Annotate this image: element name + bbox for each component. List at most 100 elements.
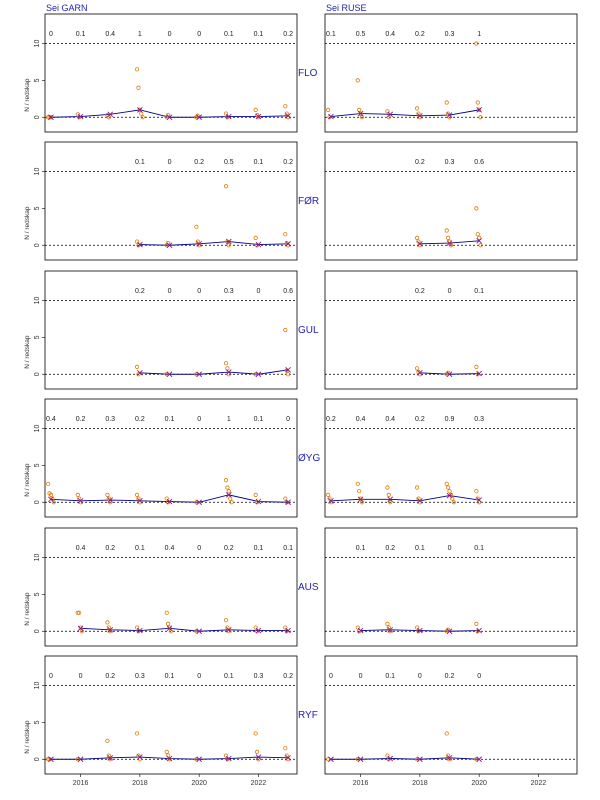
data-point <box>414 757 420 762</box>
mean-marker <box>476 756 482 763</box>
mean-label: 0 <box>477 673 481 680</box>
data-point <box>75 610 80 615</box>
mean-label: 0.3 <box>445 159 455 166</box>
data-point <box>385 485 390 490</box>
mean-label: 0.1 <box>224 31 234 38</box>
panel-frame <box>44 141 298 261</box>
mean-marker <box>255 498 262 505</box>
mean-marker <box>357 756 364 763</box>
mean-label: 0.2 <box>415 159 425 166</box>
mean-marker <box>387 755 394 762</box>
data-point <box>225 625 230 630</box>
mean-label: 0 <box>197 545 201 552</box>
mean-label: 0.1 <box>385 673 395 680</box>
mean-marker <box>196 499 202 506</box>
mean-label: 0.1 <box>474 545 484 552</box>
data-point <box>106 625 111 630</box>
data-point <box>253 731 258 736</box>
data-point <box>166 621 171 626</box>
x-tick-label: 2022 <box>531 780 547 787</box>
y-tick-label: 0 <box>34 757 41 761</box>
data-point <box>474 206 479 211</box>
data-point <box>475 100 480 105</box>
data-point <box>416 111 421 116</box>
data-point <box>446 111 451 116</box>
region-label: GUL <box>298 325 319 336</box>
mean-marker <box>225 755 232 762</box>
data-point <box>355 757 360 762</box>
region-label: AUS <box>298 582 319 593</box>
mean-marker <box>285 754 291 761</box>
mean-marker <box>166 242 173 249</box>
data-point <box>105 738 110 743</box>
y-tick-label: 5 <box>34 78 41 82</box>
data-point <box>477 107 482 112</box>
mean-marker <box>77 497 84 504</box>
y-tick-label: 10 <box>34 682 41 690</box>
mean-label: 0.1 <box>165 673 175 680</box>
mean-marker <box>387 626 394 633</box>
mean-marker <box>357 110 364 117</box>
mean-marker <box>255 754 262 760</box>
mean-marker <box>225 113 232 120</box>
mean-label: 0 <box>168 159 172 166</box>
mean-marker <box>196 114 202 121</box>
data-point <box>51 500 56 505</box>
data-point <box>414 625 420 630</box>
data-point <box>358 111 363 116</box>
mean-marker <box>357 496 364 503</box>
mean-label: 0.1 <box>326 31 336 38</box>
mean-label: 0.1 <box>135 545 145 552</box>
panel-frame <box>324 398 578 518</box>
data-point <box>223 618 229 623</box>
data-point <box>444 100 449 105</box>
mean-label: 0.2 <box>385 545 395 552</box>
panel-frame <box>324 270 578 390</box>
mean-label: 0.1 <box>474 288 484 295</box>
mean-label: 0.4 <box>165 545 175 552</box>
data-point <box>164 372 169 377</box>
mean-marker <box>137 497 143 504</box>
data-point <box>478 115 483 120</box>
data-point <box>48 115 54 120</box>
y-tick-label: 10 <box>34 168 41 176</box>
mean-label: 1 <box>138 31 142 38</box>
mean-label: 0.2 <box>415 288 425 295</box>
mean-label: 0.2 <box>415 416 425 423</box>
data-point <box>446 235 451 240</box>
x-tick-label: 2016 <box>73 780 89 787</box>
data-point <box>194 500 199 505</box>
panel-frame <box>44 655 298 775</box>
mean-label: 0.5 <box>356 31 366 38</box>
mean-marker <box>225 492 232 498</box>
data-point <box>355 481 360 486</box>
mean-marker <box>285 499 291 506</box>
data-point <box>475 232 480 237</box>
mean-marker <box>225 369 232 375</box>
data-point <box>474 621 479 626</box>
mean-label: 0.1 <box>76 31 86 38</box>
mean-label: 0 <box>359 673 363 680</box>
y-tick-label: 0 <box>34 629 41 633</box>
mean-label: 0.2 <box>224 545 234 552</box>
mean-label: 0.4 <box>46 416 56 423</box>
mean-marker <box>48 114 54 121</box>
mean-marker <box>285 240 291 247</box>
y-tick-label: 5 <box>34 463 41 467</box>
data-point <box>446 485 451 490</box>
mean-marker <box>225 238 232 245</box>
mean-marker <box>166 371 173 378</box>
data-point <box>444 731 449 736</box>
mean-label: 0.2 <box>135 288 145 295</box>
data-point <box>134 239 140 244</box>
data-point <box>194 629 199 634</box>
mean-marker <box>417 497 423 504</box>
mean-label: 0.1 <box>254 416 264 423</box>
data-point <box>284 753 289 758</box>
mean-label: 0 <box>329 673 333 680</box>
mean-label: 0.2 <box>283 31 293 38</box>
data-point <box>136 85 141 90</box>
y-axis-label: N / redskap <box>24 463 31 497</box>
data-point <box>195 113 200 118</box>
data-point <box>447 489 452 494</box>
